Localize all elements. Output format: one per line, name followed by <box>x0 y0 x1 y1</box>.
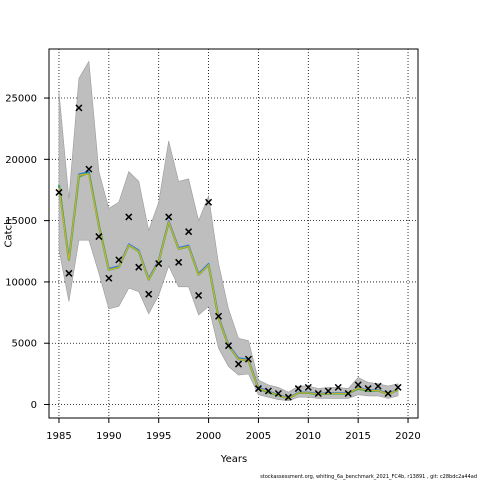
observed-point <box>344 389 352 398</box>
y-axis: 0 5000 10000 15000 20000 25000 <box>5 94 49 411</box>
observed-point <box>324 387 332 395</box>
observed-point <box>374 382 382 390</box>
observed-point <box>304 383 312 391</box>
observed-point <box>384 389 392 398</box>
observed-point <box>215 312 223 320</box>
observed-point <box>354 381 362 389</box>
observed-point <box>95 233 103 241</box>
y-tick-label: 5000 <box>12 339 37 350</box>
observed-point <box>205 198 213 206</box>
x-tick-label: 2020 <box>395 431 420 442</box>
observed-point <box>314 389 322 398</box>
x-tick-label: 1985 <box>46 431 71 442</box>
plot-frame <box>48 48 419 419</box>
x-tick-label: 1995 <box>146 431 171 442</box>
y-tick-label: 25000 <box>5 94 37 105</box>
observed-point <box>115 256 123 264</box>
observed-point <box>55 188 63 196</box>
observed-point <box>65 269 73 277</box>
observed-point <box>195 291 203 299</box>
observed-point <box>135 263 143 271</box>
x-tick-label: 2005 <box>246 431 271 442</box>
observed-point <box>145 290 153 298</box>
observed-point <box>364 385 372 393</box>
observed-point <box>284 393 292 401</box>
observed-point <box>75 104 83 112</box>
y-tick-label: 0 <box>31 400 37 411</box>
x-tick-label: 2010 <box>296 431 321 442</box>
observed-point <box>185 228 193 236</box>
observed-point <box>264 387 272 395</box>
footer-credit: stockassessment.org, whiting_6a_benchmar… <box>260 474 477 480</box>
observed-point <box>125 213 133 221</box>
x-tick-label: 2000 <box>196 431 221 442</box>
observed-markers <box>55 104 402 401</box>
observed-point <box>244 355 252 363</box>
observed-point <box>254 385 262 393</box>
y-axis-label: Catch <box>3 218 15 248</box>
observed-point <box>105 274 113 282</box>
confidence-band <box>58 60 399 402</box>
observed-point <box>175 258 183 266</box>
observed-point <box>165 213 173 221</box>
y-tick-label: 10000 <box>5 277 37 288</box>
observed-point <box>294 385 302 393</box>
observed-point <box>224 342 233 350</box>
x-axis: 1985 1990 1995 2000 2005 2010 2015 2020 <box>46 418 421 442</box>
x-axis-label: Years <box>220 454 248 465</box>
observed-point <box>155 260 163 268</box>
observed-point <box>394 383 402 391</box>
y-tick-label: 20000 <box>5 155 37 166</box>
observed-point <box>274 389 282 398</box>
observed-point <box>334 383 342 391</box>
x-tick-label: 1990 <box>96 431 121 442</box>
observed-point <box>234 360 243 368</box>
x-tick-label: 2015 <box>345 431 370 442</box>
y-tick-label: 15000 <box>5 216 37 227</box>
observed-point <box>85 165 93 173</box>
